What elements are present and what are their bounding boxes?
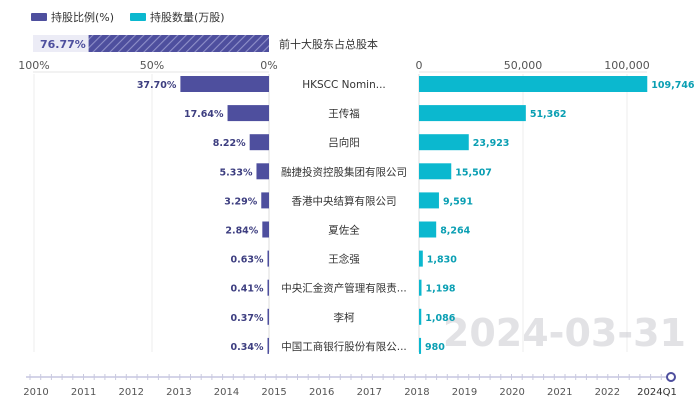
- bar-row: 17.64% 王传福 51,362: [184, 105, 567, 122]
- shares-label: 51,362: [530, 109, 567, 120]
- shares-bar[interactable]: [419, 337, 422, 354]
- shares-label: 15,507: [455, 167, 492, 178]
- shareholder-name: 王传福: [328, 107, 360, 120]
- ratio-label: 0.34%: [231, 342, 264, 353]
- ratio-label: 0.37%: [231, 313, 264, 324]
- left-tick-100: 100%: [18, 59, 49, 72]
- legend: 持股比例(%) 持股数量(万股): [31, 10, 225, 24]
- shares-bar[interactable]: [419, 105, 526, 122]
- right-tick-0: 0: [416, 59, 423, 72]
- bar-row: 0.41% 中央汇金资产管理有限责... 1,198: [231, 279, 456, 296]
- ratio-bar[interactable]: [267, 337, 270, 354]
- ratio-bar[interactable]: [267, 250, 270, 267]
- timeline-year[interactable]: 2022: [595, 387, 620, 398]
- left-axis: 100% 50% 0%: [18, 59, 278, 352]
- timeline-year[interactable]: 2019: [452, 387, 477, 398]
- timeline-year[interactable]: 2010: [23, 387, 48, 398]
- bar-row: 0.63% 王念强 1,830: [231, 250, 457, 267]
- summary-row: 76.77% 前十大股东占总股本: [33, 35, 378, 52]
- ratio-bar[interactable]: [267, 308, 270, 325]
- shares-bar[interactable]: [419, 192, 439, 209]
- bar-row: 37.70% HKSCC Nomin... 109,746: [137, 76, 695, 92]
- timeline-year[interactable]: 2017: [357, 387, 382, 398]
- bar-row: 2.84% 夏佐全 8,264: [225, 221, 471, 238]
- legend-swatch-ratio: [31, 13, 47, 21]
- ratio-label: 2.84%: [225, 226, 258, 237]
- shares-bar[interactable]: [419, 163, 452, 180]
- ratio-bar[interactable]: [262, 221, 269, 238]
- shares-bar[interactable]: [419, 250, 423, 267]
- shares-label: 8,264: [440, 226, 470, 237]
- shares-label: 980: [425, 342, 445, 353]
- legend-swatch-shares: [130, 13, 146, 21]
- legend-label-ratio: 持股比例(%): [51, 10, 114, 24]
- timeline-year[interactable]: 2014: [214, 387, 239, 398]
- left-tick-50: 50%: [140, 59, 164, 72]
- ratio-label: 8.22%: [213, 138, 246, 149]
- summary-bar: [88, 35, 269, 52]
- shares-label: 109,746: [651, 80, 695, 91]
- bar-row: 3.29% 香港中央结算有限公司 9,591: [224, 192, 473, 209]
- timeline-year[interactable]: 2021: [547, 387, 572, 398]
- timeline-year[interactable]: 2013: [166, 387, 191, 398]
- shareholder-name: 香港中央结算有限公司: [292, 194, 397, 207]
- left-tick-0: 0%: [260, 59, 277, 72]
- shareholder-name: 夏佐全: [328, 224, 360, 237]
- ratio-bar[interactable]: [249, 134, 269, 151]
- bar-row: 8.22% 吕向阳 23,923: [213, 134, 510, 151]
- ratio-label: 37.70%: [137, 80, 177, 91]
- timeline-year[interactable]: 2011: [71, 387, 96, 398]
- bar-row: 0.37% 李柯 1,086: [231, 308, 456, 325]
- timeline-year[interactable]: 2024Q1: [637, 387, 677, 398]
- shares-bar[interactable]: [419, 134, 469, 151]
- shareholder-name: 吕向阳: [328, 136, 360, 149]
- shareholder-name: 融捷投资控股集团有限公司: [281, 165, 407, 178]
- shares-bar[interactable]: [419, 76, 648, 92]
- ratio-label: 0.63%: [231, 255, 264, 266]
- date-watermark: 2024-03-31: [443, 311, 686, 355]
- shares-bar[interactable]: [419, 279, 422, 296]
- shareholder-name: 李柯: [334, 311, 355, 324]
- shares-bar[interactable]: [419, 308, 422, 325]
- ratio-bar[interactable]: [261, 192, 269, 209]
- legend-item-shares[interactable]: 持股数量(万股): [130, 10, 225, 24]
- bar-rows: 37.70% HKSCC Nomin... 109,746 17.64% 王传福 51,3…: [137, 76, 695, 354]
- summary-caption: 前十大股东占总股本: [279, 37, 378, 51]
- timeline-handle[interactable]: [666, 372, 676, 382]
- right-tick-50000: 50,000: [504, 59, 543, 72]
- timeline-year[interactable]: 2020: [499, 387, 524, 398]
- timeline-year[interactable]: 2012: [119, 387, 144, 398]
- legend-label-shares: 持股数量(万股): [150, 10, 225, 24]
- ratio-label: 3.29%: [224, 196, 257, 207]
- shares-bar[interactable]: [419, 221, 437, 238]
- timeline-year[interactable]: 2018: [404, 387, 429, 398]
- legend-item-ratio[interactable]: 持股比例(%): [31, 10, 114, 24]
- timeline-year[interactable]: 2016: [309, 387, 334, 398]
- ratio-label: 5.33%: [220, 167, 253, 178]
- ratio-label: 0.41%: [231, 284, 264, 295]
- shares-label: 1,086: [425, 313, 455, 324]
- ratio-bar[interactable]: [267, 279, 270, 296]
- shares-label: 23,923: [473, 138, 510, 149]
- bar-row: 5.33% 融捷投资控股集团有限公司 15,507: [220, 163, 492, 180]
- shareholder-name: 中央汇金资产管理有限责...: [281, 282, 407, 295]
- shares-label: 1,198: [425, 284, 455, 295]
- timeline: 2010 2011 2012 2013 2014 2015 2016 2017 2018 2019…: [23, 372, 677, 398]
- shareholder-name: 王念强: [328, 253, 360, 266]
- ratio-label: 17.64%: [184, 109, 224, 120]
- right-tick-100000: 100,000: [604, 59, 650, 72]
- shares-label: 9,591: [443, 196, 473, 207]
- shareholder-name: HKSCC Nomin...: [302, 79, 386, 91]
- shares-label: 1,830: [427, 255, 457, 266]
- ratio-bar[interactable]: [256, 163, 269, 180]
- shareholder-name: 中国工商银行股份有限公...: [281, 340, 407, 353]
- summary-value: 76.77%: [40, 38, 86, 51]
- bar-row: 0.34% 中国工商银行股份有限公... 980: [231, 337, 445, 354]
- timeline-year[interactable]: 2015: [261, 387, 286, 398]
- ratio-bar[interactable]: [180, 76, 269, 92]
- ratio-bar[interactable]: [227, 105, 269, 122]
